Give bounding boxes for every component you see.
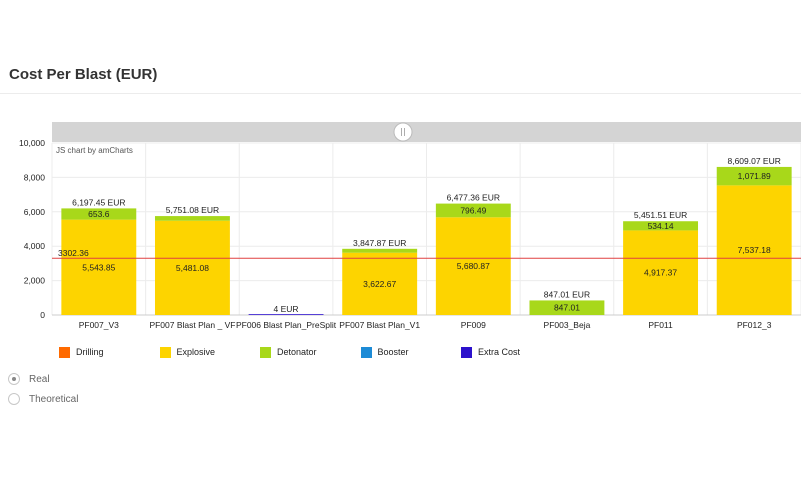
title-divider bbox=[0, 93, 801, 94]
bar-segment-detonator[interactable] bbox=[623, 221, 699, 231]
legend-swatch bbox=[159, 346, 171, 358]
bar-segment-extra-cost[interactable] bbox=[248, 314, 324, 315]
chart-credit: JS chart by amCharts bbox=[56, 146, 133, 155]
x-tick-label: PF006 Blast Plan_PreSplit bbox=[236, 320, 337, 330]
bar-total-label: 4 EUR bbox=[274, 304, 299, 314]
bar-total-label: 8,609.07 EUR bbox=[727, 156, 780, 166]
bar-value-label: 534.14 bbox=[648, 221, 674, 231]
y-tick-label: 2,000 bbox=[24, 276, 46, 286]
bar-segment-explosive[interactable] bbox=[716, 185, 792, 315]
y-tick-label: 6,000 bbox=[24, 207, 46, 217]
page-title: Cost Per Blast (EUR) bbox=[9, 66, 158, 83]
radio-option-real[interactable]: Real bbox=[8, 369, 78, 389]
chart-legend: Drilling Explosive Detonator Booster Extra C… bbox=[59, 345, 801, 359]
cost-per-blast-chart: 0 2,000 4,000 6,000 8,000 10,000 JS chart by a… bbox=[19, 122, 801, 330]
x-tick-label: PF011 bbox=[648, 320, 673, 330]
bar-segment-explosive[interactable] bbox=[435, 217, 511, 315]
bar-total-label: 847.01 EUR bbox=[544, 289, 590, 299]
radio-label: Real bbox=[29, 373, 50, 385]
legend-label: Booster bbox=[377, 347, 409, 357]
bar-segment-detonator[interactable] bbox=[154, 216, 230, 221]
x-tick-label: PF007 Blast Plan _ VF bbox=[149, 320, 235, 330]
legend-swatch bbox=[360, 346, 372, 358]
bar-segment-explosive[interactable] bbox=[61, 219, 137, 315]
y-tick-label: 4,000 bbox=[24, 241, 46, 251]
y-tick-label: 8,000 bbox=[24, 172, 46, 182]
bar-value-label: 5,680.87 bbox=[457, 261, 490, 271]
x-tick-label: PF012_3 bbox=[737, 320, 772, 330]
legend-label: Extra Cost bbox=[478, 347, 521, 357]
legend-item-extra-cost[interactable]: Extra Cost bbox=[461, 345, 520, 359]
scrollbar-grip[interactable] bbox=[393, 122, 413, 142]
legend-item-detonator[interactable]: Detonator bbox=[260, 345, 317, 359]
bar-value-label: 796.49 bbox=[460, 205, 486, 215]
bar-value-label: 653.6 bbox=[88, 209, 110, 219]
bar-value-label: 5,481.08 bbox=[176, 263, 209, 273]
bar-value-label: 1,071.89 bbox=[738, 171, 771, 181]
radio-label: Theoretical bbox=[29, 393, 79, 405]
bar-value-label: 7,537.18 bbox=[738, 245, 771, 255]
x-tick-label: PF003_Beja bbox=[544, 320, 591, 330]
legend-item-drilling[interactable]: Drilling bbox=[59, 345, 104, 359]
bar-value-label: 847.01 bbox=[554, 303, 580, 313]
radio-button[interactable] bbox=[8, 373, 20, 385]
bar-segment-detonator[interactable] bbox=[342, 248, 418, 253]
legend-swatch bbox=[59, 346, 70, 358]
reference-line-label: 3302.36 bbox=[58, 248, 89, 258]
chart-scrollbar[interactable] bbox=[52, 122, 801, 142]
bar-value-label: 5,543.85 bbox=[82, 262, 115, 272]
x-tick-label: PF007 Blast Plan_V1 bbox=[339, 320, 420, 330]
bar-total-label: 3,847.87 EUR bbox=[353, 238, 406, 248]
legend-label: Explosive bbox=[176, 347, 216, 357]
bar-segment-explosive[interactable] bbox=[342, 252, 418, 315]
radio-button[interactable] bbox=[8, 393, 20, 405]
bar-total-label: 5,451.51 EUR bbox=[634, 210, 687, 220]
bar-segment-detonator[interactable] bbox=[716, 166, 792, 186]
legend-item-explosive[interactable]: Explosive bbox=[159, 345, 216, 359]
bar-value-label: 4,917.37 bbox=[644, 268, 677, 278]
bar-total-label: 6,477.36 EUR bbox=[447, 193, 500, 203]
y-tick-label: 0 bbox=[40, 310, 45, 320]
y-tick-label: 10,000 bbox=[19, 138, 45, 148]
bar-value-label: 3,622.67 bbox=[363, 279, 396, 289]
bar-segment-detonator[interactable] bbox=[529, 300, 605, 315]
bar-segment-detonator[interactable] bbox=[61, 208, 137, 220]
bar-total-label: 5,751.08 EUR bbox=[166, 205, 219, 215]
bar-segment-explosive[interactable] bbox=[623, 230, 699, 315]
bar-segment-detonator[interactable] bbox=[435, 203, 511, 218]
legend-label: Detonator bbox=[277, 347, 317, 357]
x-tick-label: PF009 bbox=[461, 320, 486, 330]
legend-swatch bbox=[461, 346, 472, 358]
x-tick-label: PF007_V3 bbox=[79, 320, 119, 330]
bar-segment-explosive[interactable] bbox=[154, 220, 230, 315]
radio-option-theoretical[interactable]: Theoretical bbox=[8, 389, 78, 409]
bar-total-label: 6,197.45 EUR bbox=[72, 197, 125, 207]
cost-mode-radio-group: Real Theoretical bbox=[8, 369, 78, 409]
legend-item-booster[interactable]: Booster bbox=[360, 345, 409, 359]
legend-label: Drilling bbox=[76, 347, 104, 357]
legend-swatch bbox=[260, 346, 271, 358]
